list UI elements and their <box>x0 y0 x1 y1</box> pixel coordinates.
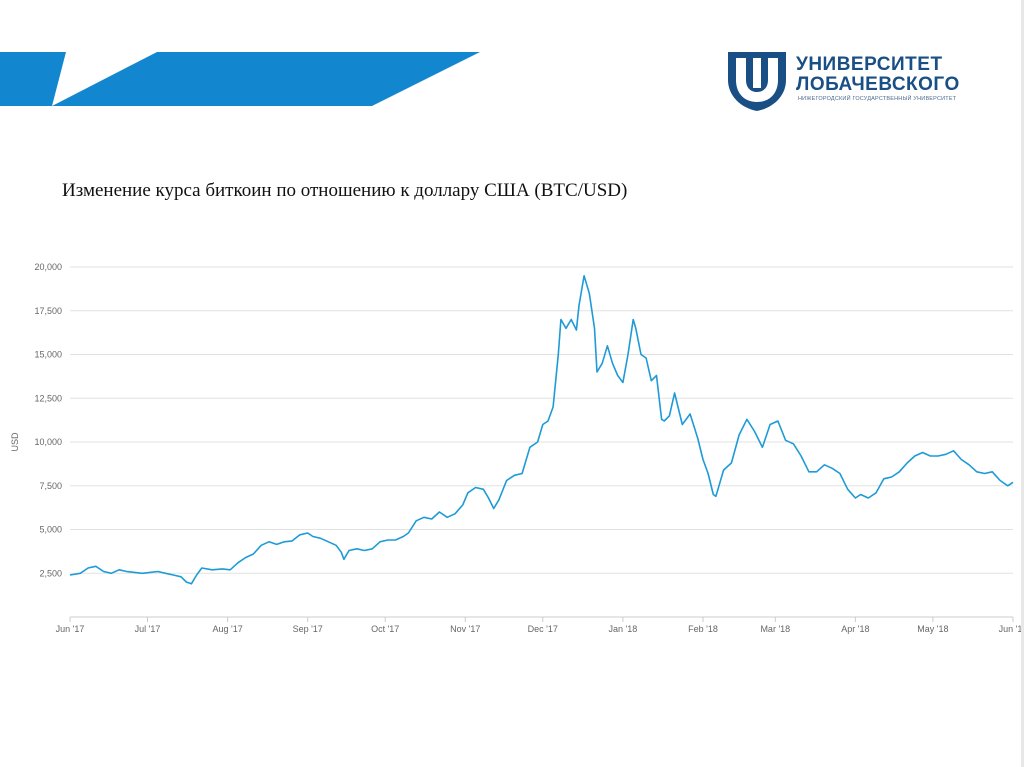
y-tick-label: 2,500 <box>39 568 62 578</box>
x-tick-label: Jun '18 <box>999 624 1024 634</box>
y-tick-label: 10,000 <box>34 437 62 447</box>
y-tick-label: 12,500 <box>34 393 62 403</box>
header-banner <box>0 52 480 106</box>
x-tick-label: Aug '17 <box>212 624 242 634</box>
banner-left-block <box>0 52 66 106</box>
logo-text-line3: НИЖЕГОРОДСКИЙ ГОСУДАРСТВЕННЫЙ УНИВЕРСИТЕ… <box>798 96 957 102</box>
btc-price-line <box>69 275 1014 585</box>
x-tick-label: Oct '17 <box>371 624 399 634</box>
x-axis-tick-labels: Jun '17 Jul '17 Aug '17 Sep '17 Oct '17 Nov '… <box>56 624 1024 634</box>
btc-usd-line-chart: 2,500 5,000 7,500 10,000 12,500 15,000 17,500 2… <box>10 262 1024 634</box>
y-axis-tick-labels: 2,500 5,000 7,500 10,000 12,500 15,000 17,500 2… <box>34 262 62 578</box>
slide-edge <box>1021 0 1024 767</box>
x-axis <box>69 616 1014 622</box>
x-tick-label: Feb '18 <box>688 624 718 634</box>
y-axis-label: USD <box>10 432 20 452</box>
banner-right-block <box>52 52 480 106</box>
x-tick-label: Mar '18 <box>760 624 790 634</box>
y-tick-label: 7,500 <box>39 481 62 491</box>
x-tick-label: Jun '17 <box>56 624 85 634</box>
y-tick-label: 5,000 <box>39 525 62 535</box>
y-tick-label: 15,000 <box>34 350 62 360</box>
y-tick-label: 17,500 <box>34 306 62 316</box>
grid-lines <box>70 266 1013 574</box>
x-tick-label: Jul '17 <box>135 624 161 634</box>
university-u-shield-icon <box>728 52 786 111</box>
x-tick-label: May '18 <box>917 624 948 634</box>
x-tick-label: Nov '17 <box>450 624 480 634</box>
y-tick-label: 20,000 <box>34 262 62 272</box>
x-tick-label: Apr '18 <box>841 624 869 634</box>
slide-title: Изменение курса биткоин по отношению к д… <box>62 180 628 201</box>
university-logo: УНИВЕРСИТЕТ ЛОБАЧЕВСКОГО НИЖЕГОРОДСКИЙ Г… <box>726 50 959 112</box>
x-tick-label: Dec '17 <box>528 624 558 634</box>
logo-text-line1: УНИВЕРСИТЕТ <box>796 54 943 75</box>
x-tick-label: Sep '17 <box>293 624 323 634</box>
logo-text-line2: ЛОБАЧЕВСКОГО <box>796 74 960 95</box>
x-tick-label: Jan '18 <box>609 624 638 634</box>
